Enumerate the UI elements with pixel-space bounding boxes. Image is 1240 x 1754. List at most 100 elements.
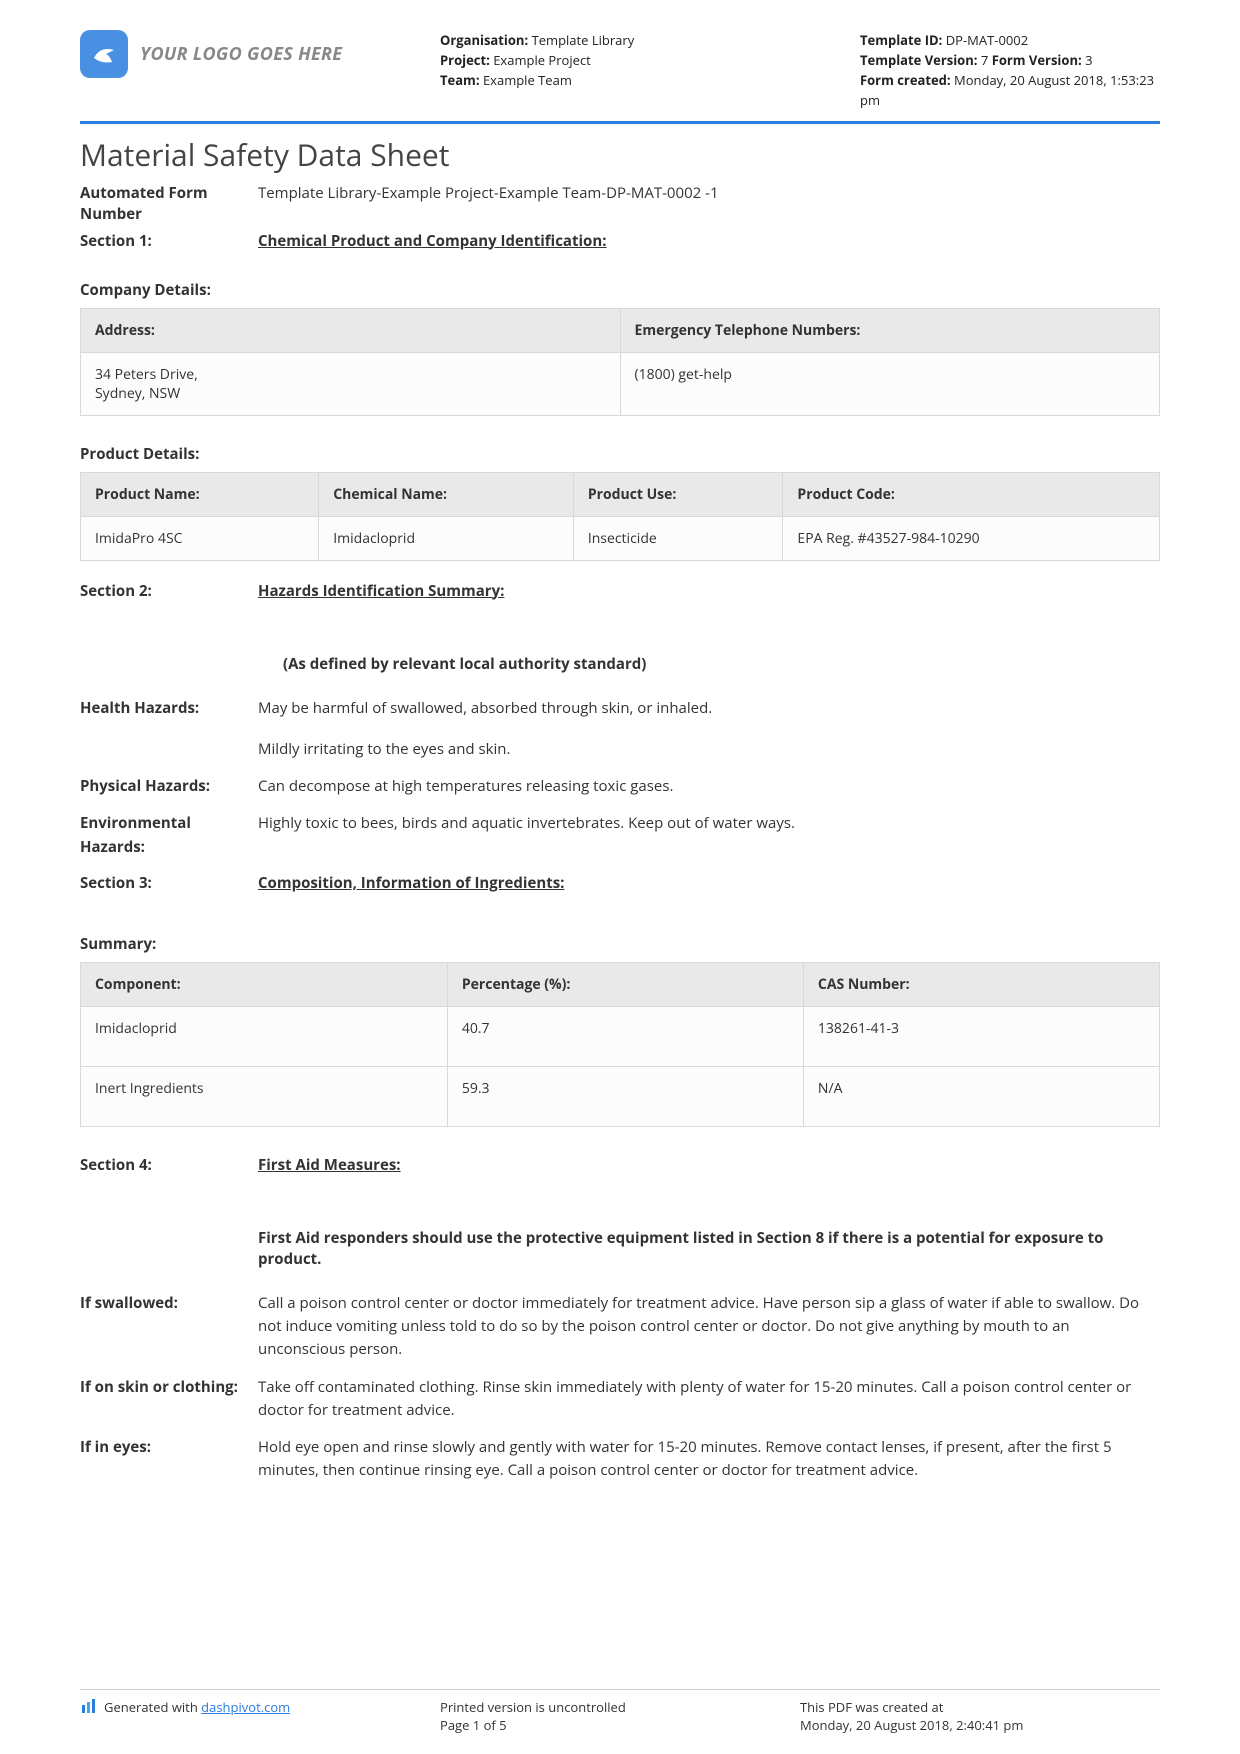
footer-created-label: This PDF was created at [800, 1698, 1160, 1716]
product-details-table: Product Name: Chemical Name: Product Use… [80, 472, 1160, 561]
env-hazards-label: Environmental Hazards: [80, 812, 258, 859]
section1-title: Chemical Product and Company Identificat… [258, 231, 1160, 252]
cell-product-name: ImidaPro 4SC [81, 516, 319, 560]
if-skin-label: If on skin or clothing: [80, 1376, 258, 1423]
section1-label: Section 1: [80, 231, 258, 252]
footer-created-value: Monday, 20 August 2018, 2:40:41 pm [800, 1716, 1160, 1734]
section3-label: Section 3: [80, 873, 258, 894]
if-swallowed-label: If swallowed: [80, 1292, 258, 1362]
physical-hazards-row: Physical Hazards: Can decompose at high … [80, 775, 1160, 798]
cell-component-0: Imidacloprid [81, 1006, 448, 1066]
health-hazard-p2: Mildly irritating to the eyes and skin. [258, 738, 1160, 761]
if-skin-value: Take off contaminated clothing. Rinse sk… [258, 1376, 1160, 1423]
col-address: Address: [81, 308, 621, 352]
physical-hazards-label: Physical Hazards: [80, 775, 258, 798]
footer-page: Page 1 of 5 [440, 1716, 800, 1734]
health-hazards-row: Health Hazards: May be harmful of swallo… [80, 697, 1160, 762]
template-version-value: 7 [981, 51, 988, 69]
table-row: Product Name: Chemical Name: Product Use… [81, 472, 1160, 516]
env-hazards-row: Environmental Hazards: Highly toxic to b… [80, 812, 1160, 859]
form-created-label: Form created: [860, 71, 951, 89]
if-swallowed-value: Call a poison control center or doctor i… [258, 1292, 1160, 1362]
page-title: Material Safety Data Sheet [80, 134, 1160, 175]
footer-created: This PDF was created at Monday, 20 Augus… [800, 1698, 1160, 1734]
col-product-use: Product Use: [573, 472, 783, 516]
cell-cas-0: 138261-41-3 [803, 1006, 1159, 1066]
product-details-heading: Product Details: [80, 444, 1160, 464]
project-label: Project: [440, 51, 490, 69]
col-component: Component: [81, 962, 448, 1006]
col-emergency: Emergency Telephone Numbers: [620, 308, 1160, 352]
section4-note: First Aid responders should use the prot… [258, 1228, 1160, 1270]
col-percentage: Percentage (%): [447, 962, 803, 1006]
template-id-value: DP-MAT-0002 [946, 31, 1028, 49]
health-hazards-label: Health Hazards: [80, 697, 258, 762]
form-version-label: Form Version: [992, 51, 1082, 69]
section4-note-row: First Aid responders should use the prot… [80, 1228, 1160, 1270]
table-row: Address: Emergency Telephone Numbers: [81, 308, 1160, 352]
col-chemical-name: Chemical Name: [319, 472, 574, 516]
logo-area: YOUR LOGO GOES HERE [80, 30, 440, 78]
cell-product-use: Insecticide [573, 516, 783, 560]
meta-col-1: Organisation: Template Library Project: … [440, 30, 860, 90]
physical-hazards-value: Can decompose at high temperatures relea… [258, 775, 1160, 798]
footer-generated-prefix: Generated with [104, 1698, 201, 1716]
team-label: Team: [440, 71, 480, 89]
col-product-code: Product Code: [783, 472, 1160, 516]
cell-cas-1: N/A [803, 1066, 1159, 1126]
health-hazard-p1: May be harmful of swallowed, absorbed th… [258, 697, 1160, 720]
if-swallowed-row: If swallowed: Call a poison control cent… [80, 1292, 1160, 1362]
organisation-value: Template Library [532, 31, 635, 49]
form-number-value: Template Library-Example Project-Example… [258, 183, 1160, 225]
section4-row: Section 4: First Aid Measures: [80, 1155, 1160, 1176]
footer-uncontrolled: Printed version is uncontrolled [440, 1698, 800, 1716]
section1-row: Section 1: Chemical Product and Company … [80, 231, 1160, 252]
logo-icon [80, 30, 128, 78]
table-row: Imidacloprid 40.7 138261-41-3 [81, 1006, 1160, 1066]
if-eyes-label: If in eyes: [80, 1436, 258, 1483]
if-skin-row: If on skin or clothing: Take off contami… [80, 1376, 1160, 1423]
page-header: YOUR LOGO GOES HERE Organisation: Templa… [80, 30, 1160, 124]
template-id-label: Template ID: [860, 31, 942, 49]
table-row: ImidaPro 4SC Imidacloprid Insecticide EP… [81, 516, 1160, 560]
company-details-heading: Company Details: [80, 280, 1160, 300]
cell-emergency: (1800) get-help [620, 352, 1160, 415]
project-value: Example Project [493, 51, 591, 69]
cell-percentage-0: 40.7 [447, 1006, 803, 1066]
section2-note-row: (As defined by relevant local authority … [80, 654, 1160, 675]
if-eyes-row: If in eyes: Hold eye open and rinse slow… [80, 1436, 1160, 1483]
footer-generated: Generated with dashpivot.com [80, 1698, 440, 1734]
form-version-value: 3 [1085, 51, 1092, 69]
dashpivot-icon [80, 1698, 98, 1716]
section2-note: (As defined by relevant local authority … [283, 654, 1160, 675]
section3-row: Section 3: Composition, Information of I… [80, 873, 1160, 894]
table-row: Inert Ingredients 59.3 N/A [81, 1066, 1160, 1126]
dashpivot-link[interactable]: dashpivot.com [201, 1698, 290, 1716]
col-product-name: Product Name: [81, 472, 319, 516]
health-hazards-value: May be harmful of swallowed, absorbed th… [258, 697, 1160, 762]
section2-title: Hazards Identification Summary: [258, 581, 1160, 602]
section2-label: Section 2: [80, 581, 258, 602]
section4-label: Section 4: [80, 1155, 258, 1176]
company-details-table: Address: Emergency Telephone Numbers: 34… [80, 308, 1160, 416]
section2-row: Section 2: Hazards Identification Summar… [80, 581, 1160, 602]
cell-chemical-name: Imidacloprid [319, 516, 574, 560]
team-value: Example Team [483, 71, 572, 89]
cell-product-code: EPA Reg. #43527-984-10290 [783, 516, 1160, 560]
meta-col-2: Template ID: DP-MAT-0002 Template Versio… [860, 30, 1160, 111]
cell-percentage-1: 59.3 [447, 1066, 803, 1126]
env-hazards-value: Highly toxic to bees, birds and aquatic … [258, 812, 1160, 859]
composition-table: Component: Percentage (%): CAS Number: I… [80, 962, 1160, 1127]
section3-title: Composition, Information of Ingredients: [258, 873, 1160, 894]
col-cas: CAS Number: [803, 962, 1159, 1006]
logo-text: YOUR LOGO GOES HERE [140, 42, 342, 66]
form-number-row: Automated Form Number Template Library-E… [80, 183, 1160, 225]
form-number-label: Automated Form Number [80, 183, 258, 225]
cell-component-1: Inert Ingredients [81, 1066, 448, 1126]
section4-title: First Aid Measures: [258, 1155, 1160, 1176]
if-eyes-value: Hold eye open and rinse slowly and gentl… [258, 1436, 1160, 1483]
cell-address: 34 Peters Drive, Sydney, NSW [81, 352, 621, 415]
table-row: Component: Percentage (%): CAS Number: [81, 962, 1160, 1006]
organisation-label: Organisation: [440, 31, 528, 49]
template-version-label: Template Version: [860, 51, 977, 69]
